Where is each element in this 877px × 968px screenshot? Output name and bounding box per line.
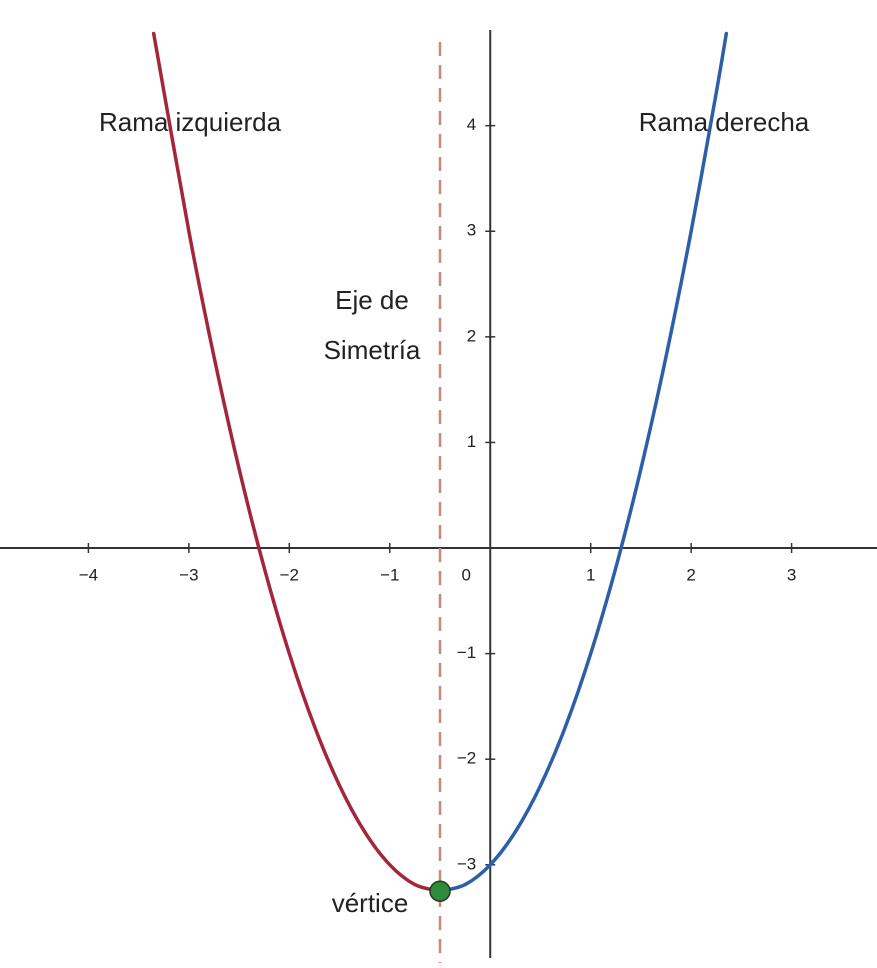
annotation: Simetría bbox=[324, 335, 421, 365]
annotation: Eje de bbox=[335, 285, 409, 315]
x-tick-label: 1 bbox=[586, 566, 595, 585]
y-tick-label: 4 bbox=[467, 115, 476, 134]
x-tick-label: 3 bbox=[787, 566, 796, 585]
x-tick-label: −2 bbox=[280, 566, 299, 585]
annotation: Rama izquierda bbox=[99, 107, 282, 137]
y-tick-label: −2 bbox=[457, 749, 476, 768]
branch-curve bbox=[438, 31, 729, 893]
x-tick-label: 2 bbox=[686, 566, 695, 585]
annotation: Rama derecha bbox=[639, 107, 810, 137]
y-tick-label: 3 bbox=[467, 221, 476, 240]
annotation: vértice bbox=[332, 888, 409, 918]
x-tick-label: 0 bbox=[462, 566, 471, 585]
x-tick-label: −4 bbox=[79, 566, 98, 585]
y-tick-label: 2 bbox=[467, 326, 476, 345]
x-tick-label: −1 bbox=[380, 566, 399, 585]
vertex-point bbox=[429, 880, 451, 902]
y-tick-label: 1 bbox=[467, 432, 476, 451]
x-tick-label: −3 bbox=[179, 566, 198, 585]
y-tick-label: −3 bbox=[457, 854, 476, 873]
branch-curve bbox=[151, 31, 442, 893]
y-tick-label: −1 bbox=[457, 643, 476, 662]
